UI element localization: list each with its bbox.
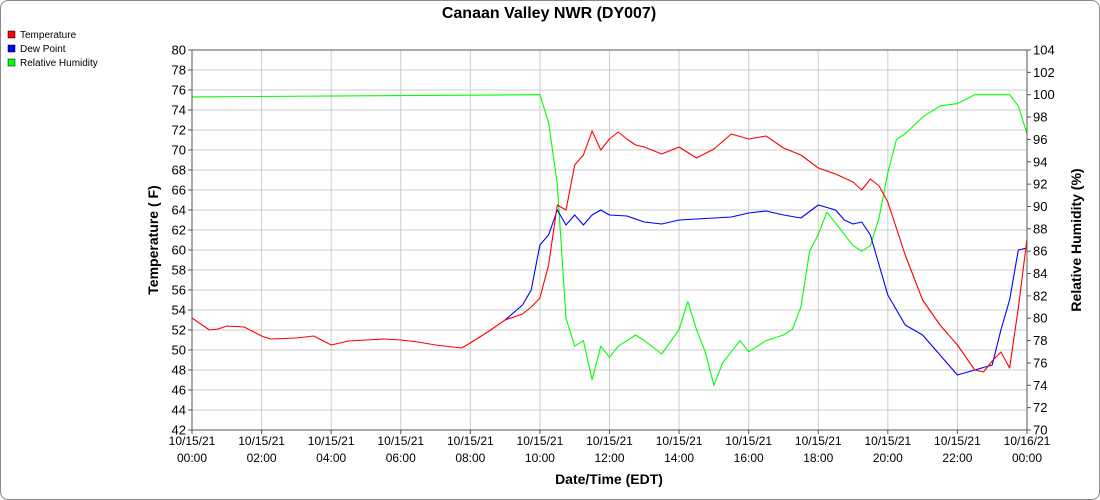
- left-tick-label: 48: [172, 363, 186, 378]
- right-tick-label: 74: [1033, 378, 1047, 393]
- legend-swatch-temperature: [7, 30, 16, 39]
- x-tick-time-label: 14:00: [664, 451, 694, 465]
- grid: [191, 49, 1028, 431]
- right-tick-label: 102: [1033, 65, 1055, 80]
- left-tick-label: 58: [172, 263, 186, 278]
- legend-swatch-relative-humidity: [7, 58, 16, 67]
- x-tick-date-label: 10/15/21: [934, 434, 981, 448]
- left-tick-label: 56: [172, 283, 186, 298]
- right-tick-label: 90: [1033, 199, 1047, 214]
- series-line-relative-humidity: [191, 94, 1028, 386]
- left-tick-label: 42: [172, 423, 186, 438]
- right-tick-label: 94: [1033, 154, 1047, 169]
- x-tick-date-label: 10/15/21: [517, 434, 564, 448]
- x-tick-time-label: 04:00: [316, 451, 346, 465]
- left-tick-label: 80: [172, 43, 186, 58]
- right-tick-label: 80: [1033, 311, 1047, 326]
- right-axis-title: Relative Humidity (%): [1068, 168, 1084, 311]
- x-tick-time-label: 06:00: [386, 451, 416, 465]
- chart-title: Canaan Valley NWR (DY007): [442, 5, 656, 22]
- legend-label: Dew Point: [20, 44, 66, 55]
- right-tick-label: 100: [1033, 87, 1055, 102]
- x-tick-time-label: 08:00: [455, 451, 485, 465]
- x-axis-ticks: 10/15/21 00:00 10/15/21 02:00 10/15/21 04:00 1…: [169, 430, 1051, 465]
- x-tick-date-label: 10/15/21: [377, 434, 424, 448]
- right-tick-label: 84: [1033, 266, 1047, 281]
- left-tick-label: 60: [172, 243, 186, 258]
- right-tick-label: 70: [1033, 423, 1047, 438]
- plot-area: [191, 49, 1028, 431]
- x-tick-date-label: 10/15/21: [864, 434, 911, 448]
- left-axis-title: Temperature ( F): [145, 185, 161, 294]
- x-tick-date-label: 10/15/21: [169, 434, 216, 448]
- left-axis-ticks: 42 44 46 48 50 52 54 56 58 60 62 64 66 68 70 72 74 76 78 80: [172, 43, 192, 438]
- right-tick-label: 82: [1033, 288, 1047, 303]
- x-tick-date-label: 10/15/21: [795, 434, 842, 448]
- x-tick-time-label: 16:00: [734, 451, 764, 465]
- x-tick-date-label: 10/15/21: [238, 434, 285, 448]
- x-tick-time-label: 00:00: [1012, 451, 1042, 465]
- x-tick-date-label: 10/15/21: [447, 434, 494, 448]
- x-axis-title: Date/Time (EDT): [555, 471, 663, 487]
- series-line-temperature: [191, 130, 1028, 373]
- right-tick-label: 96: [1033, 132, 1047, 147]
- left-tick-label: 50: [172, 343, 186, 358]
- x-tick-date-label: 10/16/21: [1004, 434, 1051, 448]
- x-tick-time-label: 02:00: [247, 451, 277, 465]
- series-lines: [191, 94, 1028, 386]
- legend-swatch-dew-point: [7, 44, 16, 53]
- left-tick-label: 74: [172, 103, 186, 118]
- right-tick-label: 76: [1033, 355, 1047, 370]
- x-tick-time-label: 22:00: [942, 451, 972, 465]
- right-tick-label: 88: [1033, 221, 1047, 236]
- right-tick-label: 78: [1033, 333, 1047, 348]
- x-tick-time-label: 12:00: [594, 451, 624, 465]
- x-tick-date-label: 10/15/21: [656, 434, 703, 448]
- right-tick-label: 98: [1033, 110, 1047, 125]
- right-tick-label: 72: [1033, 400, 1047, 415]
- left-tick-label: 52: [172, 323, 186, 338]
- left-tick-label: 44: [172, 403, 186, 418]
- left-tick-label: 62: [172, 223, 186, 238]
- x-tick-time-label: 20:00: [873, 451, 903, 465]
- left-tick-label: 78: [172, 63, 186, 78]
- left-tick-label: 72: [172, 123, 186, 138]
- x-tick-date-label: 10/15/21: [308, 434, 355, 448]
- x-tick-time-label: 00:00: [177, 451, 207, 465]
- left-tick-label: 70: [172, 143, 186, 158]
- left-tick-label: 68: [172, 163, 186, 178]
- legend: Temperature Dew Point Relative Humidity: [7, 30, 98, 69]
- right-tick-label: 92: [1033, 177, 1047, 192]
- x-tick-time-label: 10:00: [525, 451, 555, 465]
- left-tick-label: 64: [172, 203, 186, 218]
- x-tick-date-label: 10/15/21: [725, 434, 772, 448]
- legend-label: Temperature: [20, 30, 77, 41]
- right-tick-label: 104: [1033, 43, 1055, 58]
- left-tick-label: 66: [172, 183, 186, 198]
- right-axis-ticks: 70 72 74 76 78 80 82 84 86 88 90 92 94 96 98 100 102 104: [1027, 43, 1055, 438]
- series-line-dew-point: [504, 204, 1028, 376]
- left-tick-label: 46: [172, 383, 186, 398]
- legend-label: Relative Humidity: [20, 58, 98, 69]
- x-tick-time-label: 18:00: [803, 451, 833, 465]
- left-tick-label: 54: [172, 303, 186, 318]
- right-tick-label: 86: [1033, 244, 1047, 259]
- x-tick-date-label: 10/15/21: [586, 434, 633, 448]
- left-tick-label: 76: [172, 83, 186, 98]
